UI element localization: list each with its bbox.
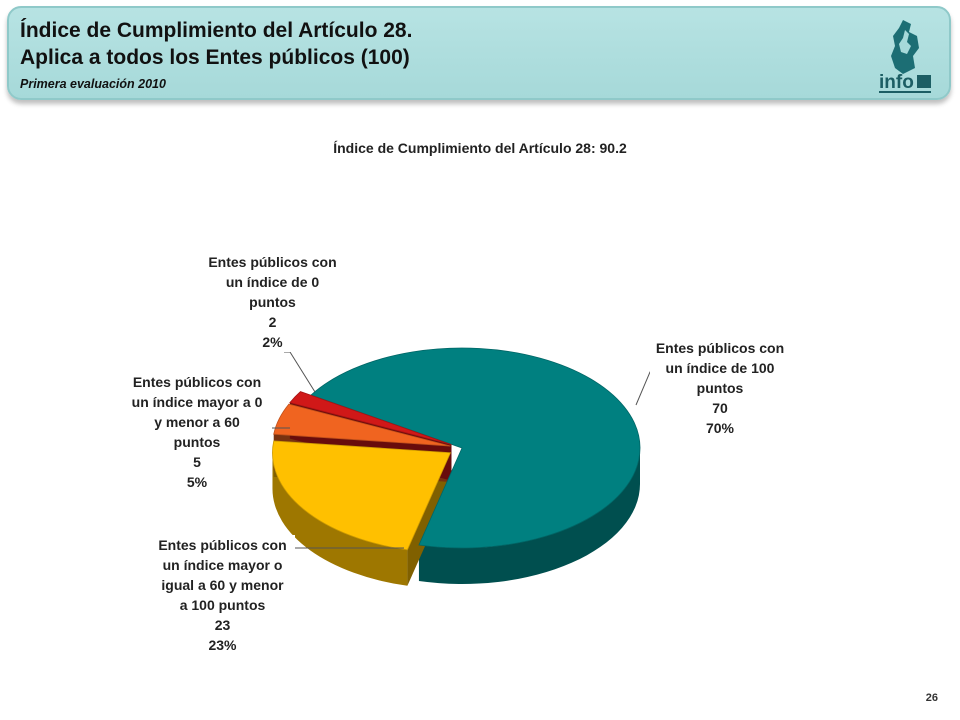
slice-top-1 <box>272 440 452 551</box>
page-number: 26 <box>925 692 938 704</box>
slice-side-0 <box>418 448 640 584</box>
slice-top-2 <box>273 403 451 447</box>
leader-line-3 <box>284 351 316 393</box>
page-title-line2: Aplica a todos los Entes públicos (100) <box>20 46 410 69</box>
slice-value: 5 <box>193 454 201 470</box>
slice-label-line: puntos <box>173 434 221 450</box>
slice-label-line: un índice mayor a 0 <box>131 394 263 410</box>
slice-label-line: un índice mayor o <box>162 557 283 573</box>
slice-percent: 23% <box>208 637 237 653</box>
slice-label-line: Entes públicos con <box>132 374 262 390</box>
slice-label-line: Entes públicos con <box>208 254 337 270</box>
slice-label-line: un índice de 0 <box>225 274 320 290</box>
slice-label-0-to-60-points: Entes públicos con un índice mayor a 0 y m… <box>122 372 272 492</box>
slice-label-line: puntos <box>249 294 296 310</box>
slice-value: 2 <box>268 314 277 330</box>
df-map-logo-icon: info <box>879 20 931 93</box>
slice-side-1 <box>272 452 408 586</box>
header-banner: Índice de Cumplimiento del Artículo 28. … <box>7 6 951 100</box>
slice-value: 23 <box>214 617 231 633</box>
slice-label-line: a 100 puntos <box>179 597 266 613</box>
slice-label-60-to-100-points: Entes públicos con un índice mayor o igual… <box>150 535 295 655</box>
slice-top-0 <box>310 347 641 549</box>
slice-label-100-points: Entes públicos con un índice de 100 puntos… <box>650 338 790 438</box>
slice-label-line: Entes públicos con <box>158 537 287 553</box>
slice-label-line: igual a 60 y menor <box>161 577 284 593</box>
slice-label-line: un índice de 100 <box>665 360 775 376</box>
slice-value: 70 <box>712 400 728 416</box>
slice-label-line: y menor a 60 <box>154 414 240 430</box>
slice-label-0-points: Entes públicos con un índice de 0 puntos 2 2… <box>200 252 345 352</box>
slice-percent: 2% <box>262 334 283 350</box>
slice-percent: 70% <box>705 420 735 436</box>
page-subtitle: Primera evaluación 2010 <box>20 77 166 91</box>
slice-label-line: puntos <box>696 380 744 396</box>
svg-text:info: info <box>879 72 914 93</box>
slice-top-3 <box>289 391 452 445</box>
slice-percent: 5% <box>186 474 208 490</box>
chart-title: Índice de Cumplimiento del Artículo 28: … <box>333 140 627 156</box>
page-title: Índice de Cumplimiento del Artículo 28. <box>20 19 413 42</box>
slice-label-line: Entes públicos con <box>655 340 785 356</box>
